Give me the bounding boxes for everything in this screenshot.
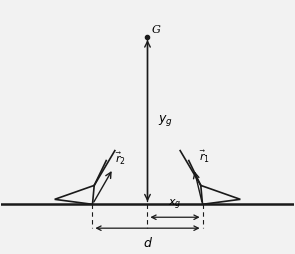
Text: G: G	[152, 25, 161, 35]
Text: $\vec{r}_1$: $\vec{r}_1$	[199, 148, 210, 165]
Text: $x_g$: $x_g$	[168, 198, 182, 212]
Text: $y_g$: $y_g$	[158, 113, 173, 128]
Text: $\vec{r}_2$: $\vec{r}_2$	[115, 150, 126, 167]
Text: $d$: $d$	[142, 236, 153, 250]
